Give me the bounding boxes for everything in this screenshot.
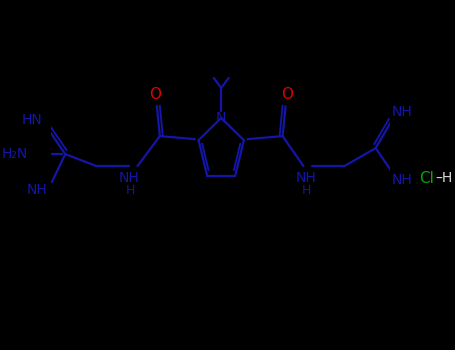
Text: NH: NH [26,183,47,197]
Text: O: O [281,86,293,102]
Text: H: H [126,184,135,197]
Text: HN: HN [22,113,43,127]
Text: NH: NH [392,173,413,187]
Text: –H: –H [435,171,453,185]
Text: NH: NH [392,105,413,119]
Text: Cl: Cl [419,170,434,186]
Text: NH: NH [118,171,139,185]
Text: NH: NH [296,171,317,185]
Text: O: O [149,86,162,102]
Text: N: N [216,111,227,125]
Text: H: H [302,184,311,197]
Text: H₂N: H₂N [1,147,28,161]
